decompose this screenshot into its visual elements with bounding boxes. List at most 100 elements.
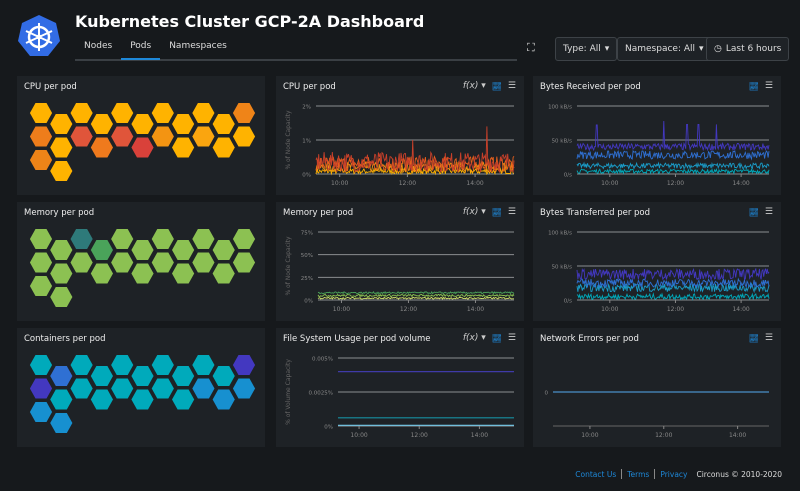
series-line[interactable] [317, 290, 515, 295]
pod-hexagon[interactable] [149, 227, 176, 251]
pod-hexagon[interactable] [170, 238, 197, 262]
pod-hexagon[interactable] [48, 411, 75, 435]
pod-hexagon[interactable] [129, 387, 156, 412]
line-chart-icon[interactable]: 📈︎ [491, 81, 502, 91]
legend-list-icon[interactable]: ☰ [764, 81, 773, 91]
pod-hexagon[interactable] [210, 135, 237, 160]
pod-hexagon[interactable] [190, 353, 217, 377]
pod-hexagon[interactable] [88, 364, 115, 388]
function-dropdown[interactable]: f(x) ▾ [462, 81, 486, 91]
pod-hexagon[interactable] [88, 112, 115, 136]
series-line[interactable] [576, 282, 770, 294]
pod-hexagon[interactable] [28, 101, 54, 125]
series-line[interactable] [576, 161, 770, 171]
pod-hexagon[interactable] [210, 364, 237, 388]
pod-hexagon[interactable] [68, 376, 95, 401]
pod-hexagon[interactable] [109, 124, 136, 149]
pod-hexagon[interactable] [170, 364, 197, 388]
pod-hexagon[interactable] [210, 261, 237, 286]
pod-hexagon[interactable] [129, 261, 156, 286]
series-line[interactable] [317, 296, 514, 301]
pod-hexagon[interactable] [28, 250, 54, 275]
pod-hexagon[interactable] [149, 250, 176, 275]
pod-hexagon[interactable] [210, 112, 237, 136]
pod-hexagon[interactable] [109, 353, 136, 377]
pod-hexagon[interactable] [129, 135, 156, 160]
pod-hexagon[interactable] [28, 274, 54, 298]
pod-hexagon[interactable] [170, 387, 197, 412]
pod-hexagon[interactable] [231, 376, 257, 401]
pod-hexagon[interactable] [149, 353, 176, 377]
pod-hexagon[interactable] [170, 135, 197, 160]
namespace-filter-dropdown[interactable]: Namespace: All ▾ [617, 37, 712, 61]
series-line[interactable] [576, 292, 770, 301]
pod-hexagon[interactable] [129, 112, 156, 136]
series-line[interactable] [576, 149, 770, 161]
fullscreen-icon[interactable]: ⛶ [527, 41, 535, 54]
pod-hexagon[interactable] [68, 227, 95, 251]
pod-hexagon[interactable] [231, 101, 257, 125]
legend-list-icon[interactable]: ☰ [507, 207, 516, 217]
line-chart-icon[interactable]: 📈︎ [491, 207, 502, 217]
pod-hexagon[interactable] [88, 135, 115, 160]
pod-hexagon[interactable] [109, 101, 136, 125]
pod-hexagon[interactable] [48, 112, 75, 136]
pod-hexagon[interactable] [88, 387, 115, 412]
privacy-link[interactable]: Privacy [660, 469, 688, 479]
pod-hexagon[interactable] [68, 353, 95, 377]
pod-hexagon[interactable] [210, 387, 237, 412]
pod-hexagon[interactable] [109, 227, 136, 251]
pod-hexagon[interactable] [48, 238, 75, 262]
pod-hexagon[interactable] [68, 124, 95, 149]
pod-hexagon[interactable] [210, 238, 237, 262]
pod-hexagon[interactable] [190, 376, 217, 401]
line-chart-icon[interactable]: 📈︎ [491, 333, 502, 343]
tab-namespaces[interactable]: Namespaces [169, 41, 227, 51]
pod-hexagon[interactable] [231, 250, 257, 275]
pod-hexagon[interactable] [170, 261, 197, 286]
pod-hexagon[interactable] [149, 101, 176, 125]
tab-pods[interactable]: Pods [121, 37, 161, 60]
pod-hexagon[interactable] [28, 227, 54, 251]
pod-hexagon[interactable] [231, 353, 257, 377]
pod-hexagon[interactable] [28, 148, 54, 172]
pod-hexagon[interactable] [48, 135, 75, 160]
pod-hexagon[interactable] [28, 376, 54, 401]
type-filter-dropdown[interactable]: Type: All ▾ [555, 37, 618, 61]
pod-hexagon[interactable] [68, 250, 95, 275]
pod-hexagon[interactable] [190, 124, 217, 149]
tab-nodes[interactable]: Nodes [84, 41, 113, 51]
pod-hexagon[interactable] [48, 159, 75, 183]
pod-hexagon[interactable] [28, 124, 54, 149]
series-line[interactable] [576, 277, 770, 289]
legend-list-icon[interactable]: ☰ [507, 333, 516, 343]
pod-hexagon[interactable] [88, 261, 115, 286]
time-range-button[interactable]: ◷ Last 6 hours [706, 37, 790, 61]
line-chart-icon[interactable]: 📈︎ [748, 81, 759, 91]
line-chart-icon[interactable]: 📈︎ [748, 333, 759, 343]
series-line[interactable] [576, 267, 770, 282]
series-line[interactable] [317, 293, 515, 298]
contact-link[interactable]: Contact Us [575, 469, 617, 479]
series-line[interactable] [576, 120, 770, 152]
pod-hexagon[interactable] [48, 285, 75, 309]
pod-hexagon[interactable] [231, 124, 257, 149]
pod-hexagon[interactable] [170, 112, 197, 136]
legend-list-icon[interactable]: ☰ [764, 333, 773, 343]
pod-hexagon[interactable] [109, 376, 136, 401]
pod-hexagon[interactable] [48, 387, 75, 412]
legend-list-icon[interactable]: ☰ [764, 207, 773, 217]
pod-hexagon[interactable] [48, 261, 75, 286]
pod-hexagon[interactable] [28, 400, 54, 424]
pod-hexagon[interactable] [231, 227, 257, 251]
pod-hexagon[interactable] [129, 364, 156, 388]
pod-hexagon[interactable] [88, 238, 115, 262]
line-chart-icon[interactable]: 📈︎ [748, 207, 759, 217]
legend-list-icon[interactable]: ☰ [507, 81, 516, 91]
pod-hexagon[interactable] [129, 238, 156, 262]
pod-hexagon[interactable] [28, 353, 54, 377]
pod-hexagon[interactable] [190, 250, 217, 275]
pod-hexagon[interactable] [190, 227, 217, 251]
series-line[interactable] [315, 126, 515, 174]
function-dropdown[interactable]: f(x) ▾ [462, 207, 486, 217]
